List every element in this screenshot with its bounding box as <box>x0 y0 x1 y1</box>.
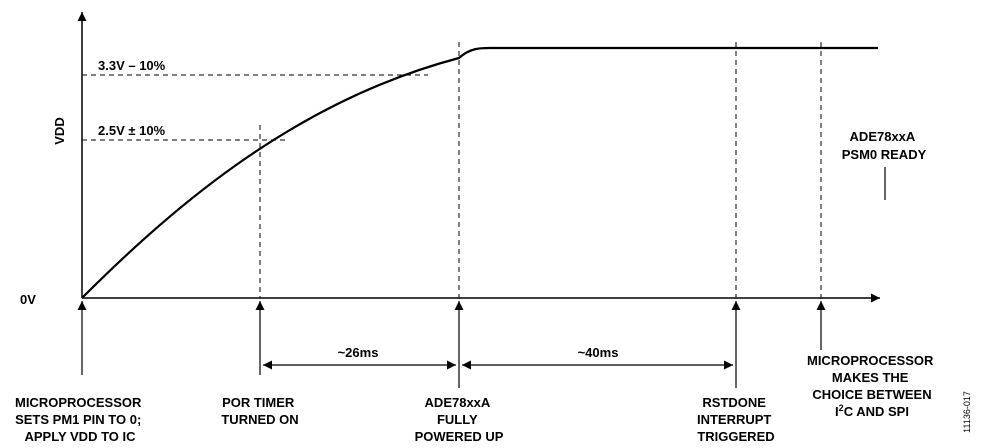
interval-first-label: ~26ms <box>338 345 379 360</box>
event-por-label: POR TIMER TURNED ON <box>221 395 298 427</box>
event-choice-label: MICROPROCESSOR MAKES THE CHOICE BETWEEN <box>807 353 937 402</box>
figure-id: 11136-017 <box>962 391 972 433</box>
event-choice-i2c-label: I2C AND SPI <box>835 403 909 419</box>
interval-second-label: ~40ms <box>578 345 619 360</box>
event-powered-label: ADE78xxA FULLY POWERED UP <box>415 395 504 444</box>
event-rstdone-label: RSTDONE INTERRUPT TRIGGERED <box>697 395 775 444</box>
threshold-lower-label: 2.5V ± 10% <box>98 123 166 138</box>
threshold-upper-label: 3.3V – 10% <box>98 58 166 73</box>
event-start-label: MICROPROCESSOR SETS PM1 PIN TO 0; APPLY … <box>15 395 145 444</box>
vdd-curve <box>81 46 878 299</box>
y-axis-label: VDD <box>52 117 67 144</box>
status-label: ADE78xxA PSM0 READY <box>842 129 927 162</box>
origin-label: 0V <box>20 292 36 307</box>
